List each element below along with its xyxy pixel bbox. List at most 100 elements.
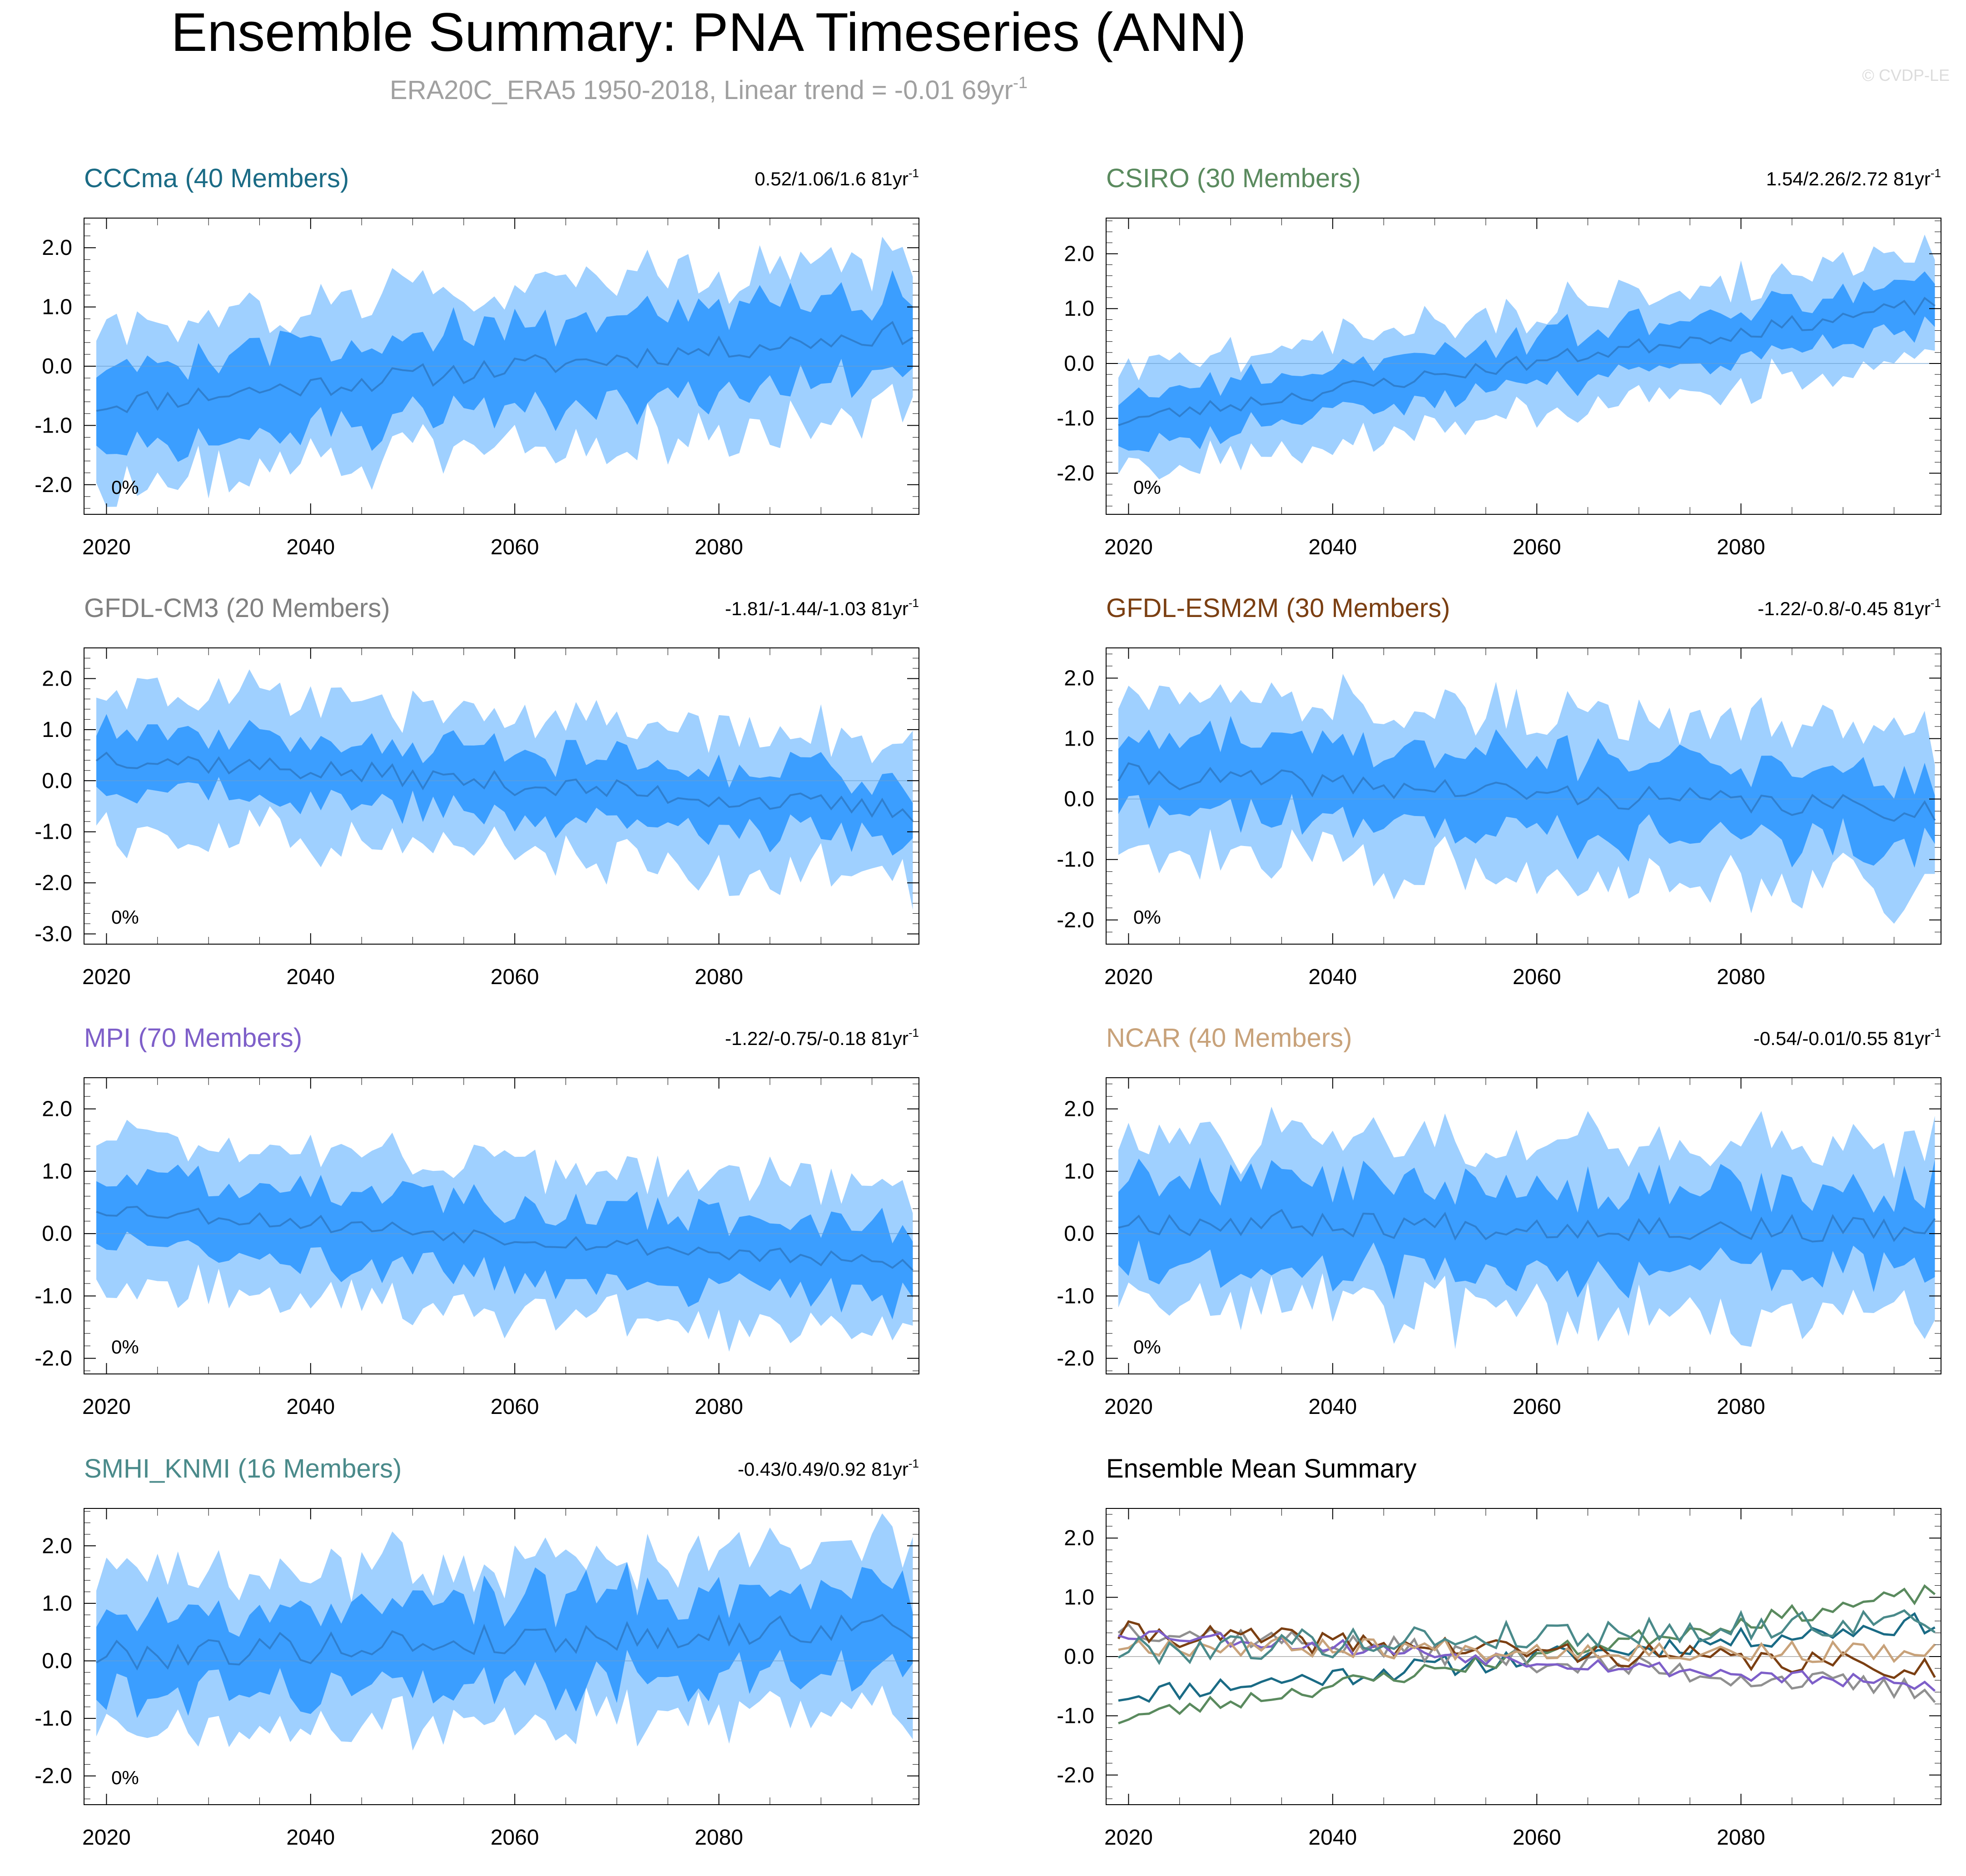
trend-text: -1.22/-0.75/-0.18 81yr [725, 1028, 909, 1049]
percent-label: 0% [111, 1767, 139, 1788]
watermark: © CVDP-LE [1862, 66, 1950, 85]
plot-area [84, 1513, 919, 1751]
x-tick-label: 2060 [491, 535, 539, 559]
plot-area [84, 669, 919, 910]
y-tick-label: 2.0 [42, 667, 72, 691]
ensemble-mean-line [1117, 762, 1936, 822]
plot-frame [84, 647, 919, 945]
panel-6: NCAR (40 Members) -0.54/-0.01/0.55 81yr-1… [1057, 1023, 1941, 1419]
y-tick-label: 1.0 [42, 718, 72, 742]
x-tick-label: 2080 [695, 1395, 743, 1419]
y-tick-label: -1.0 [35, 413, 72, 438]
panel-7: SMHI_KNMI (16 Members) -0.43/0.49/0.92 81… [35, 1454, 919, 1850]
inner-spread-band [1118, 271, 1935, 452]
x-tick-label: 2020 [82, 535, 131, 559]
y-tick-label: -2.0 [35, 473, 72, 497]
panel-5: MPI (70 Members) -1.22/-0.75/-0.18 81yr-1… [35, 1023, 919, 1419]
y-tick-label: 0.0 [42, 1222, 72, 1246]
ensemble-mean-line [1118, 297, 1936, 426]
panel-title: Ensemble Mean Summary [1106, 1454, 1416, 1483]
y-tick-label: -1.0 [35, 1284, 72, 1308]
x-tick-label: 2080 [695, 965, 743, 989]
y-tick-label: 0.0 [42, 1649, 72, 1673]
x-tick-label: 2060 [491, 965, 539, 989]
trend-superscript: -1 [1931, 596, 1941, 610]
panel-title: NCAR (40 Members) [1106, 1023, 1352, 1053]
trend-label: 1.54/2.26/2.72 81yr-1 [1766, 166, 1941, 189]
plot-area [1106, 1106, 1941, 1349]
series-line-smhi-knmi [1117, 1609, 1936, 1665]
x-tick-label: 2080 [1717, 535, 1765, 559]
plot-frame [1106, 1077, 1941, 1374]
y-tick-label: 2.0 [42, 236, 72, 260]
percent-label: 0% [1133, 906, 1161, 928]
y-tick-label: -1.0 [1057, 1284, 1094, 1308]
panel-title: MPI (70 Members) [84, 1023, 302, 1053]
y-tick-label: 1.0 [42, 1159, 72, 1184]
y-tick-label: 2.0 [42, 1534, 72, 1558]
y-tick-label: 2.0 [1064, 242, 1094, 266]
x-tick-label: 2020 [1104, 1826, 1153, 1850]
figure-subtitle: ERA20C_ERA5 1950-2018, Linear trend = -0… [390, 73, 1028, 105]
plot-area [1106, 1584, 1941, 1725]
x-tick-label: 2040 [286, 535, 335, 559]
y-tick-label: 2.0 [1064, 1526, 1094, 1550]
inner-spread-band [96, 1562, 913, 1718]
panel-4: GFDL-ESM2M (30 Members) -1.22/-0.8/-0.45 … [1057, 593, 1941, 989]
x-tick-label: 2080 [1717, 1395, 1765, 1419]
inner-spread-band [96, 714, 913, 856]
trend-label: -0.43/0.49/0.92 81yr-1 [738, 1457, 919, 1480]
y-tick-label: 1.0 [1064, 297, 1094, 321]
x-tick-label: 2040 [1308, 1826, 1357, 1850]
trend-superscript: -1 [909, 1026, 919, 1040]
x-tick-label: 2040 [1308, 535, 1357, 559]
x-tick-label: 2040 [286, 965, 335, 989]
y-tick-label: -1.0 [1057, 1704, 1094, 1728]
y-tick-label: -2.0 [1057, 908, 1094, 932]
ensemble-mean-line [96, 321, 913, 413]
ensemble-mean-line [96, 1205, 913, 1271]
y-tick-label: 2.0 [42, 1097, 72, 1121]
plot-area [84, 1120, 919, 1352]
figure-title: Ensemble Summary: PNA Timeseries (ANN) [171, 2, 1246, 63]
trend-label: 0.52/1.06/1.6 81yr-1 [755, 166, 919, 189]
series-line-ncar [1118, 1635, 1936, 1663]
x-tick-label: 2080 [695, 535, 743, 559]
x-tick-label: 2060 [1513, 1395, 1561, 1419]
x-tick-label: 2020 [1104, 1395, 1153, 1419]
trend-superscript: -1 [909, 166, 919, 180]
trend-text: -0.43/0.49/0.92 81yr [738, 1458, 909, 1480]
x-tick-label: 2060 [491, 1826, 539, 1850]
y-tick-label: 1.0 [42, 295, 72, 319]
trend-superscript: -1 [909, 1457, 919, 1470]
trend-text: -1.81/-1.44/-1.03 81yr [725, 598, 909, 619]
x-tick-label: 2060 [1513, 535, 1561, 559]
ensemble-mean-line [95, 751, 913, 822]
y-tick-label: -2.0 [1057, 1763, 1094, 1787]
y-tick-label: 0.0 [1064, 1645, 1094, 1669]
y-tick-label: -1.0 [1057, 407, 1094, 431]
plot-frame [84, 1508, 919, 1805]
y-tick-label: -2.0 [35, 1764, 72, 1788]
x-tick-label: 2040 [286, 1395, 335, 1419]
plot-frame [1106, 647, 1941, 945]
trend-superscript: -1 [1931, 166, 1941, 180]
x-tick-label: 2040 [1308, 1395, 1357, 1419]
x-tick-label: 2040 [286, 1826, 335, 1850]
plot-area [84, 237, 919, 507]
trend-superscript: -1 [1931, 1026, 1941, 1040]
y-tick-label: -2.0 [35, 1347, 72, 1371]
y-tick-label: -1.0 [35, 1707, 72, 1731]
x-tick-label: 2060 [1513, 965, 1561, 989]
trend-text: -1.22/-0.8/-0.45 81yr [1757, 598, 1931, 619]
inner-spread-band [1118, 1157, 1935, 1299]
ensemble-mean-line [95, 1614, 913, 1671]
panel-title: GFDL-ESM2M (30 Members) [1106, 593, 1450, 623]
y-tick-label: 0.0 [1064, 352, 1094, 376]
y-tick-label: -2.0 [1057, 1347, 1094, 1371]
y-tick-label: -3.0 [35, 922, 72, 946]
x-tick-label: 2020 [82, 965, 131, 989]
y-tick-label: 2.0 [1064, 1097, 1094, 1121]
y-tick-label: -1.0 [1057, 848, 1094, 872]
